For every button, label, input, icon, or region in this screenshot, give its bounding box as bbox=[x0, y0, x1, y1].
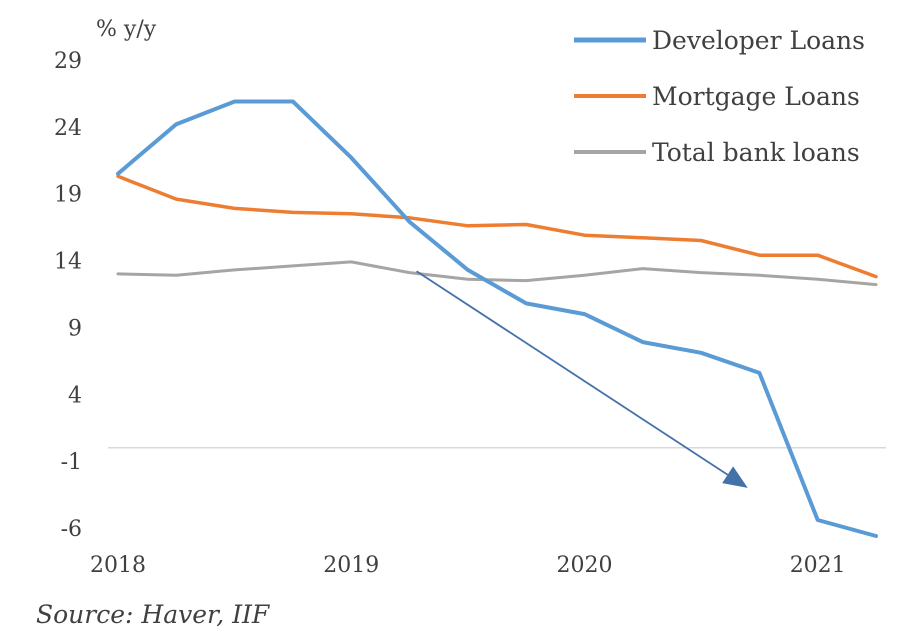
y-tick-label: 14 bbox=[54, 250, 82, 275]
legend-label: Developer Loans bbox=[652, 26, 865, 55]
series-line-developer-loans bbox=[116, 99, 878, 538]
y-tick-label: 9 bbox=[68, 316, 82, 341]
series-line-mortgage-loans bbox=[116, 174, 878, 279]
arrow-head bbox=[722, 466, 748, 488]
y-tick-label: 19 bbox=[54, 183, 82, 208]
legend-label: Total bank loans bbox=[652, 138, 860, 167]
y-axis-unit-label: % y/y bbox=[96, 17, 157, 42]
x-tick-label: 2019 bbox=[323, 553, 379, 578]
y-tick-label: 29 bbox=[54, 49, 82, 74]
series-lines bbox=[116, 99, 878, 538]
legend: Developer Loans Mortgage Loans Total bank … bbox=[574, 26, 865, 167]
trend-arrow bbox=[416, 270, 748, 488]
y-tick-label: -6 bbox=[61, 517, 82, 542]
y-tick-label: 24 bbox=[54, 116, 82, 141]
y-tick-label: 4 bbox=[68, 383, 82, 408]
source-note: Source: Haver, IIF bbox=[36, 600, 270, 629]
arrow-shaft bbox=[416, 270, 729, 476]
x-tick-label: 2018 bbox=[90, 553, 146, 578]
x-tick-label: 2020 bbox=[556, 553, 612, 578]
y-tick-label: -1 bbox=[61, 450, 82, 475]
legend-label: Mortgage Loans bbox=[652, 82, 860, 111]
series-line-total-bank-loans bbox=[116, 260, 878, 287]
y-axis-ticks: 29 24 19 14 9 4 -1 -6 bbox=[54, 49, 82, 542]
x-tick-label: 2021 bbox=[790, 553, 846, 578]
x-axis-ticks: 2018 2019 2020 2021 bbox=[90, 553, 846, 578]
